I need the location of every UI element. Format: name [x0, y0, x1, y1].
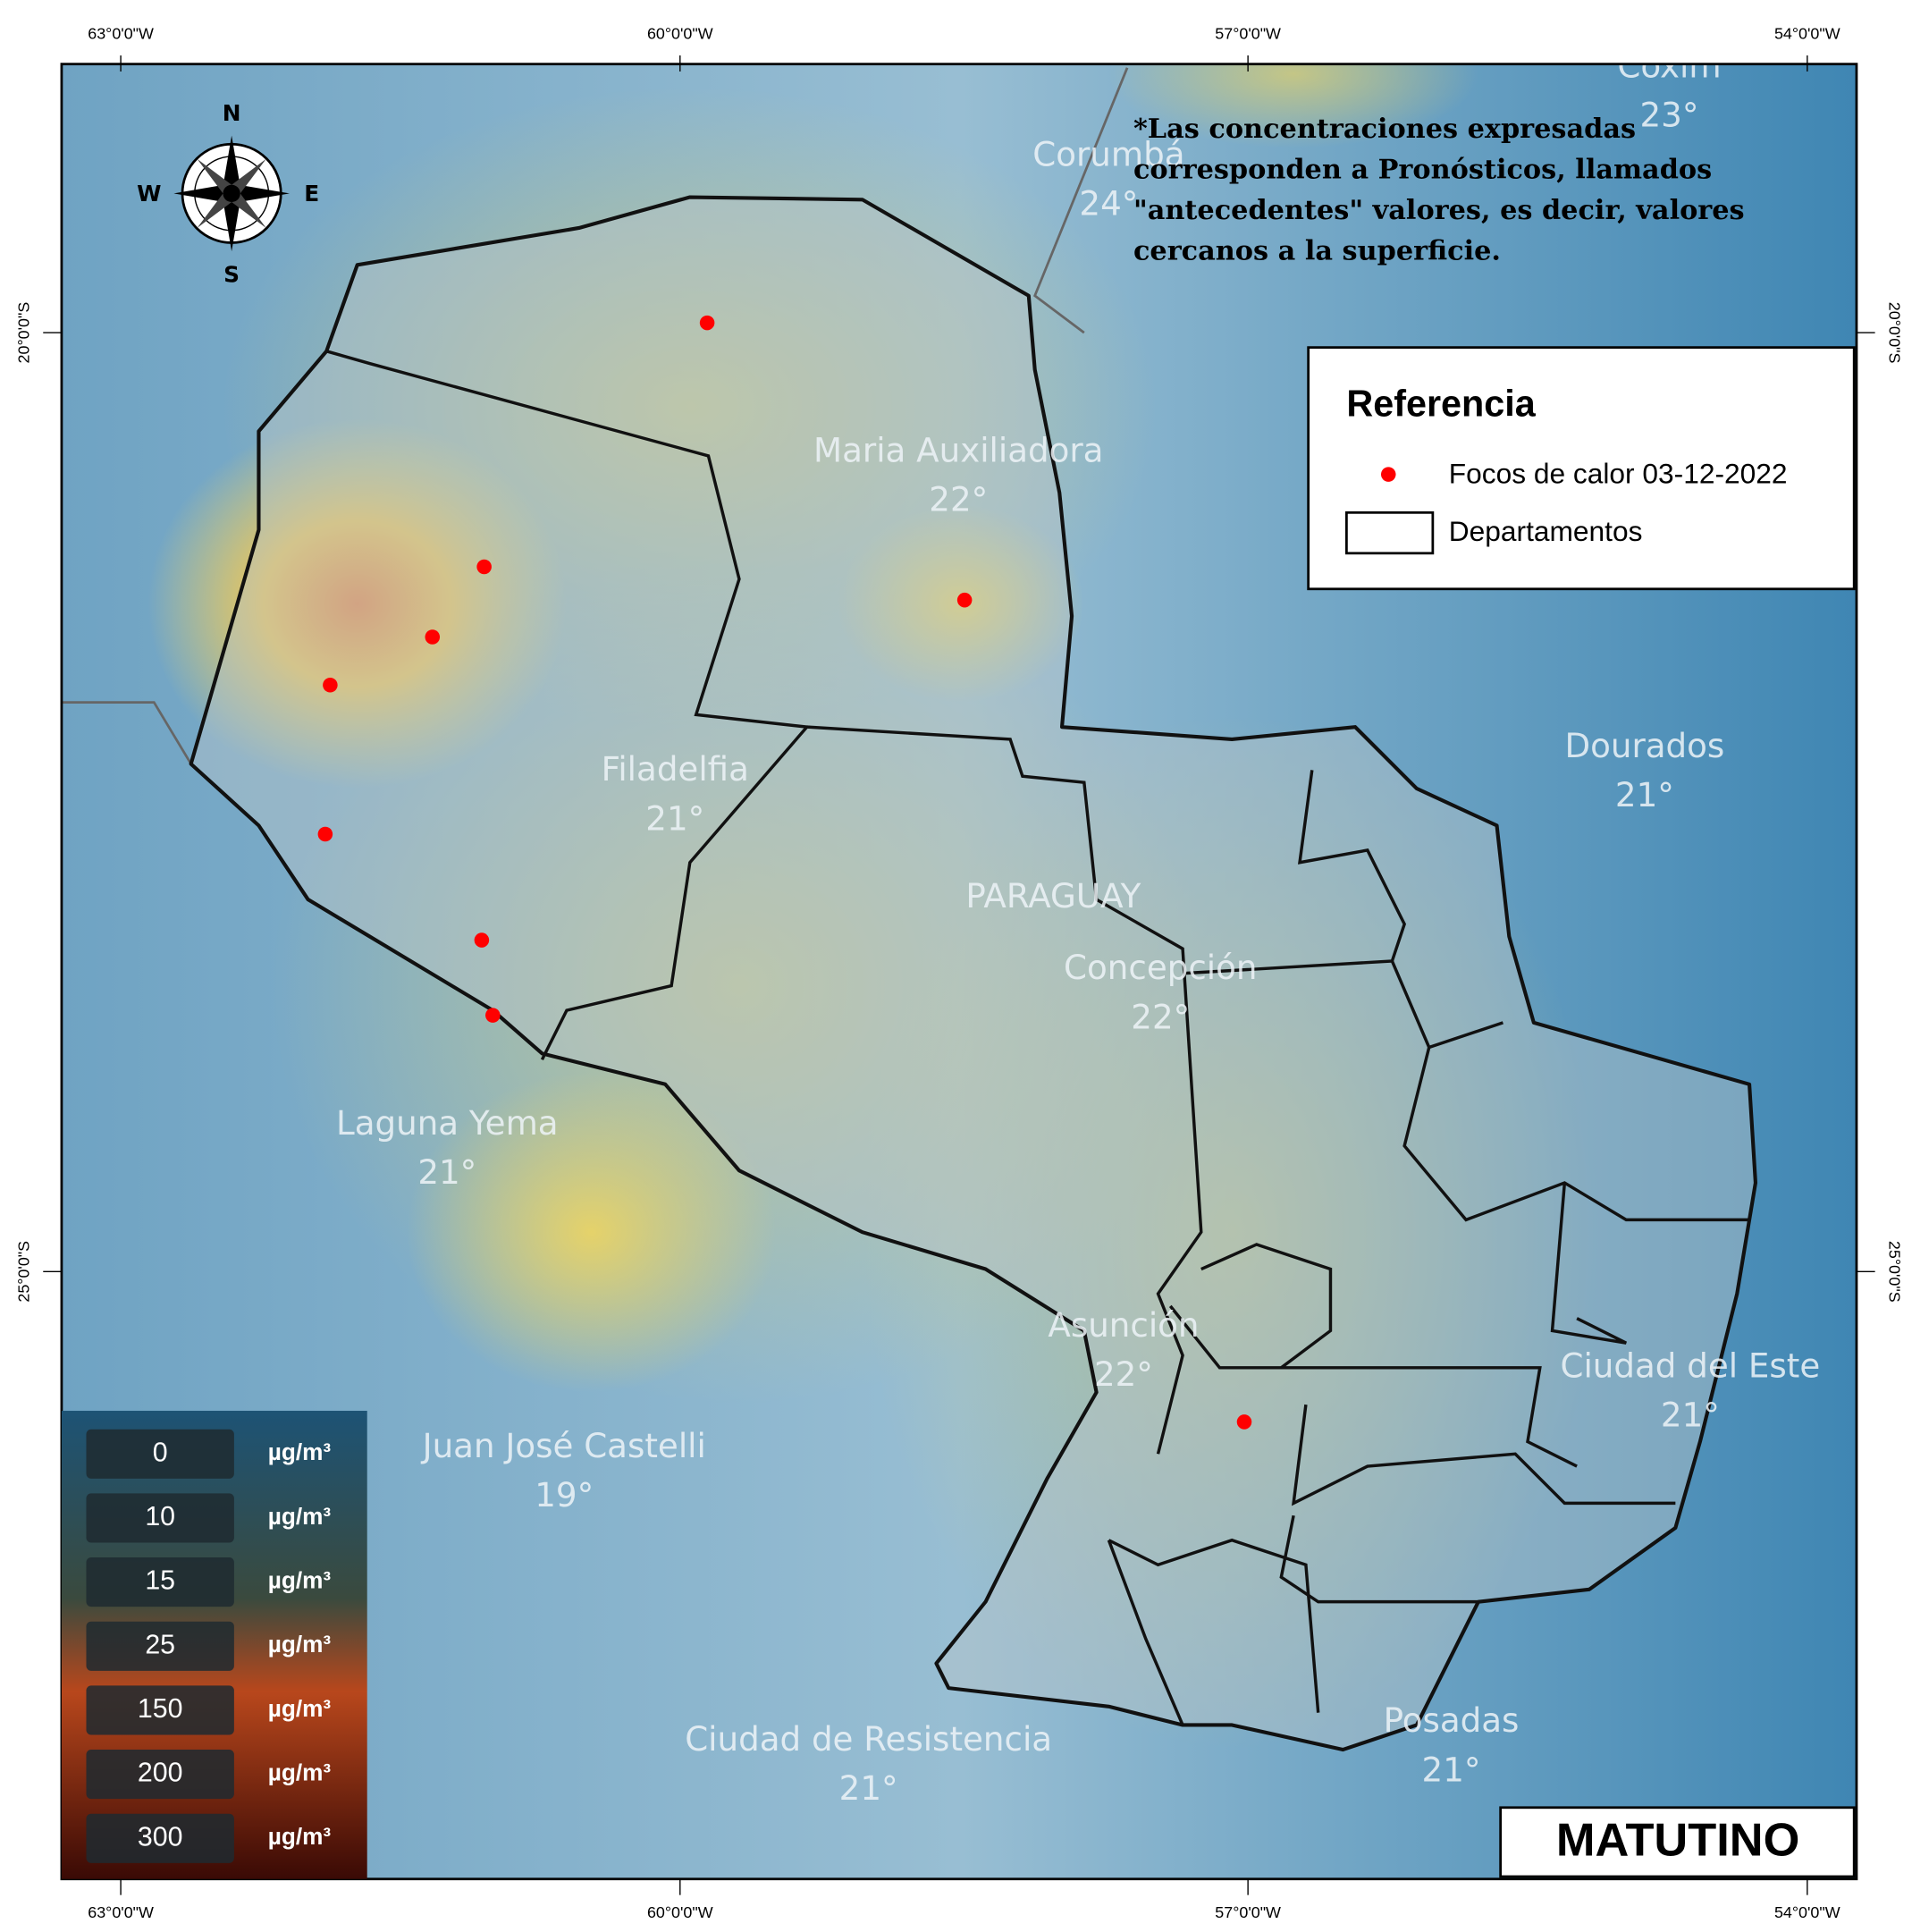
place-temp: 21° [1422, 1750, 1481, 1789]
scale-value: 25 [145, 1630, 175, 1659]
compass: N S E W [137, 100, 319, 288]
lon-label: 57°0'0"W [1215, 24, 1281, 42]
lat-label: 25°0'0"S [1886, 1241, 1904, 1303]
scale-box [86, 1429, 234, 1479]
place-temp: 21° [1615, 775, 1674, 814]
place-name: PARAGUAY [965, 876, 1141, 915]
lon-label: 57°0'0"W [1215, 1903, 1281, 1921]
lon-label: 63°0'0"W [88, 1903, 154, 1921]
place-name: Corumbá [1032, 135, 1184, 174]
scale-box [86, 1493, 234, 1543]
hotspots [317, 315, 1252, 1430]
legend-item: Focos de calor 03-12-2022 [1449, 457, 1788, 489]
compass-label: W [137, 181, 161, 207]
place-temp: 22° [929, 479, 988, 519]
place-temp: 22° [1131, 997, 1190, 1036]
scale: 0 µg/m³ 10 µg/m³ 15 µg/m³ 25 µg/m³ 150 µg/m³ 200 µg… [61, 1411, 367, 1879]
place-temp: 22° [1094, 1354, 1153, 1394]
place-temp: 21° [417, 1152, 476, 1192]
period: MATUTINO [1556, 1815, 1799, 1867]
scale-unit: µg/m³ [268, 1567, 332, 1594]
scale-box [86, 1621, 234, 1671]
scale-value: 200 [138, 1759, 183, 1788]
lat-label: 25°0'0"S [14, 1241, 32, 1303]
period-box [1499, 1806, 1856, 1878]
scale-unit: µg/m³ [268, 1631, 332, 1658]
scale-value: 10 [145, 1502, 175, 1531]
scale-box [86, 1813, 234, 1863]
compass-label: E [304, 181, 319, 207]
scale-box [86, 1685, 234, 1735]
compass-label: N [223, 100, 241, 126]
place-name: Laguna Yema [336, 1103, 559, 1143]
place-name: Juan José Castelli [421, 1426, 706, 1465]
scale-box [86, 1557, 234, 1607]
scale-unit: µg/m³ [268, 1438, 332, 1465]
scale-value: 300 [138, 1822, 183, 1852]
scale-unit: µg/m³ [268, 1823, 332, 1850]
lon-label: 54°0'0"W [1774, 24, 1840, 42]
note-line: cercanos a la superficie. [1133, 236, 1501, 267]
lon-label: 60°0'0"W [647, 24, 713, 42]
legend: Referencia Focos de calor 03-12-2022 Dep… [1307, 346, 1856, 591]
place-temp: 21° [1661, 1395, 1720, 1434]
scale-box [86, 1750, 234, 1800]
place-name: Ciudad del Este [1561, 1346, 1821, 1385]
place-temp: 21° [645, 798, 704, 838]
lat-label: 20°0'0"S [14, 302, 32, 364]
lat-label: 20°0'0"S [1886, 302, 1904, 364]
lon-label: 63°0'0"W [88, 24, 154, 42]
lon-label: 60°0'0"W [647, 1903, 713, 1921]
place-name: Posadas [1384, 1700, 1520, 1740]
scale-value: 0 [153, 1438, 168, 1467]
place-temp: 19° [535, 1475, 594, 1514]
paraguay [189, 195, 1758, 1752]
scale-unit: µg/m³ [268, 1695, 332, 1722]
scale-value: 15 [145, 1566, 175, 1596]
scale-unit: µg/m³ [268, 1759, 332, 1786]
legend-title: Referencia [1346, 384, 1536, 425]
scale-unit: µg/m³ [268, 1503, 332, 1530]
place-name: Maria Auxiliadora [813, 430, 1103, 469]
place-name: Dourados [1564, 726, 1724, 765]
note-line: "antecedentes" valores, es decir, valore… [1133, 195, 1745, 226]
place-temp: 23° [1639, 95, 1698, 134]
place-temp: 24° [1079, 184, 1138, 224]
compass-label: S [223, 262, 240, 288]
departments [325, 350, 1750, 1726]
note-line: *Las concentraciones expresadas [1133, 114, 1636, 145]
place-temp: 21° [839, 1768, 898, 1808]
place-name: Coxim [1617, 46, 1721, 85]
note-line: corresponden a Pronósticos, llamados [1133, 155, 1712, 186]
place-name: Asunción [1048, 1305, 1199, 1345]
scale-value: 150 [138, 1694, 183, 1724]
place-name: Filadelfia [602, 749, 749, 789]
frame [60, 63, 1858, 1881]
lon-label: 54°0'0"W [1774, 1903, 1840, 1921]
legend-item: Departamentos [1449, 515, 1643, 547]
place-name: Ciudad de Resistencia [685, 1719, 1052, 1759]
place-name: Concepción [1064, 948, 1257, 987]
